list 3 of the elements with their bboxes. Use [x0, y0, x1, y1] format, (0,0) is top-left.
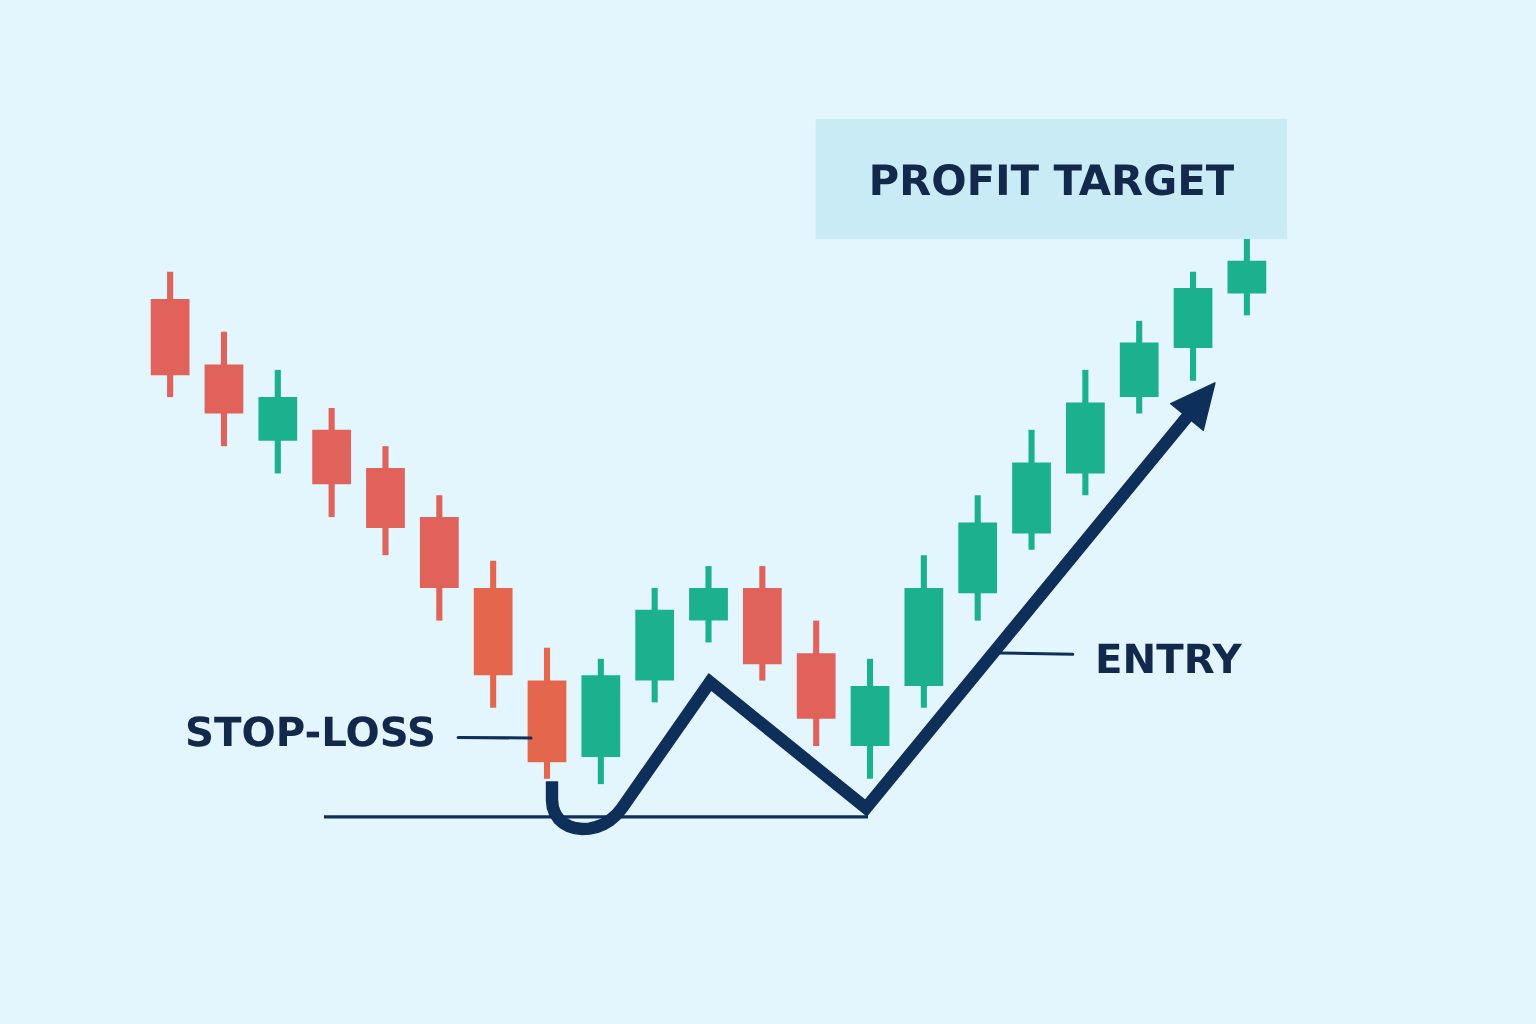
- band-label: PROFIT TARGET: [872, 163, 1234, 196]
- annotation: STOP-LOSS: [187, 716, 433, 747]
- annotation: ENTRY: [1098, 643, 1243, 674]
